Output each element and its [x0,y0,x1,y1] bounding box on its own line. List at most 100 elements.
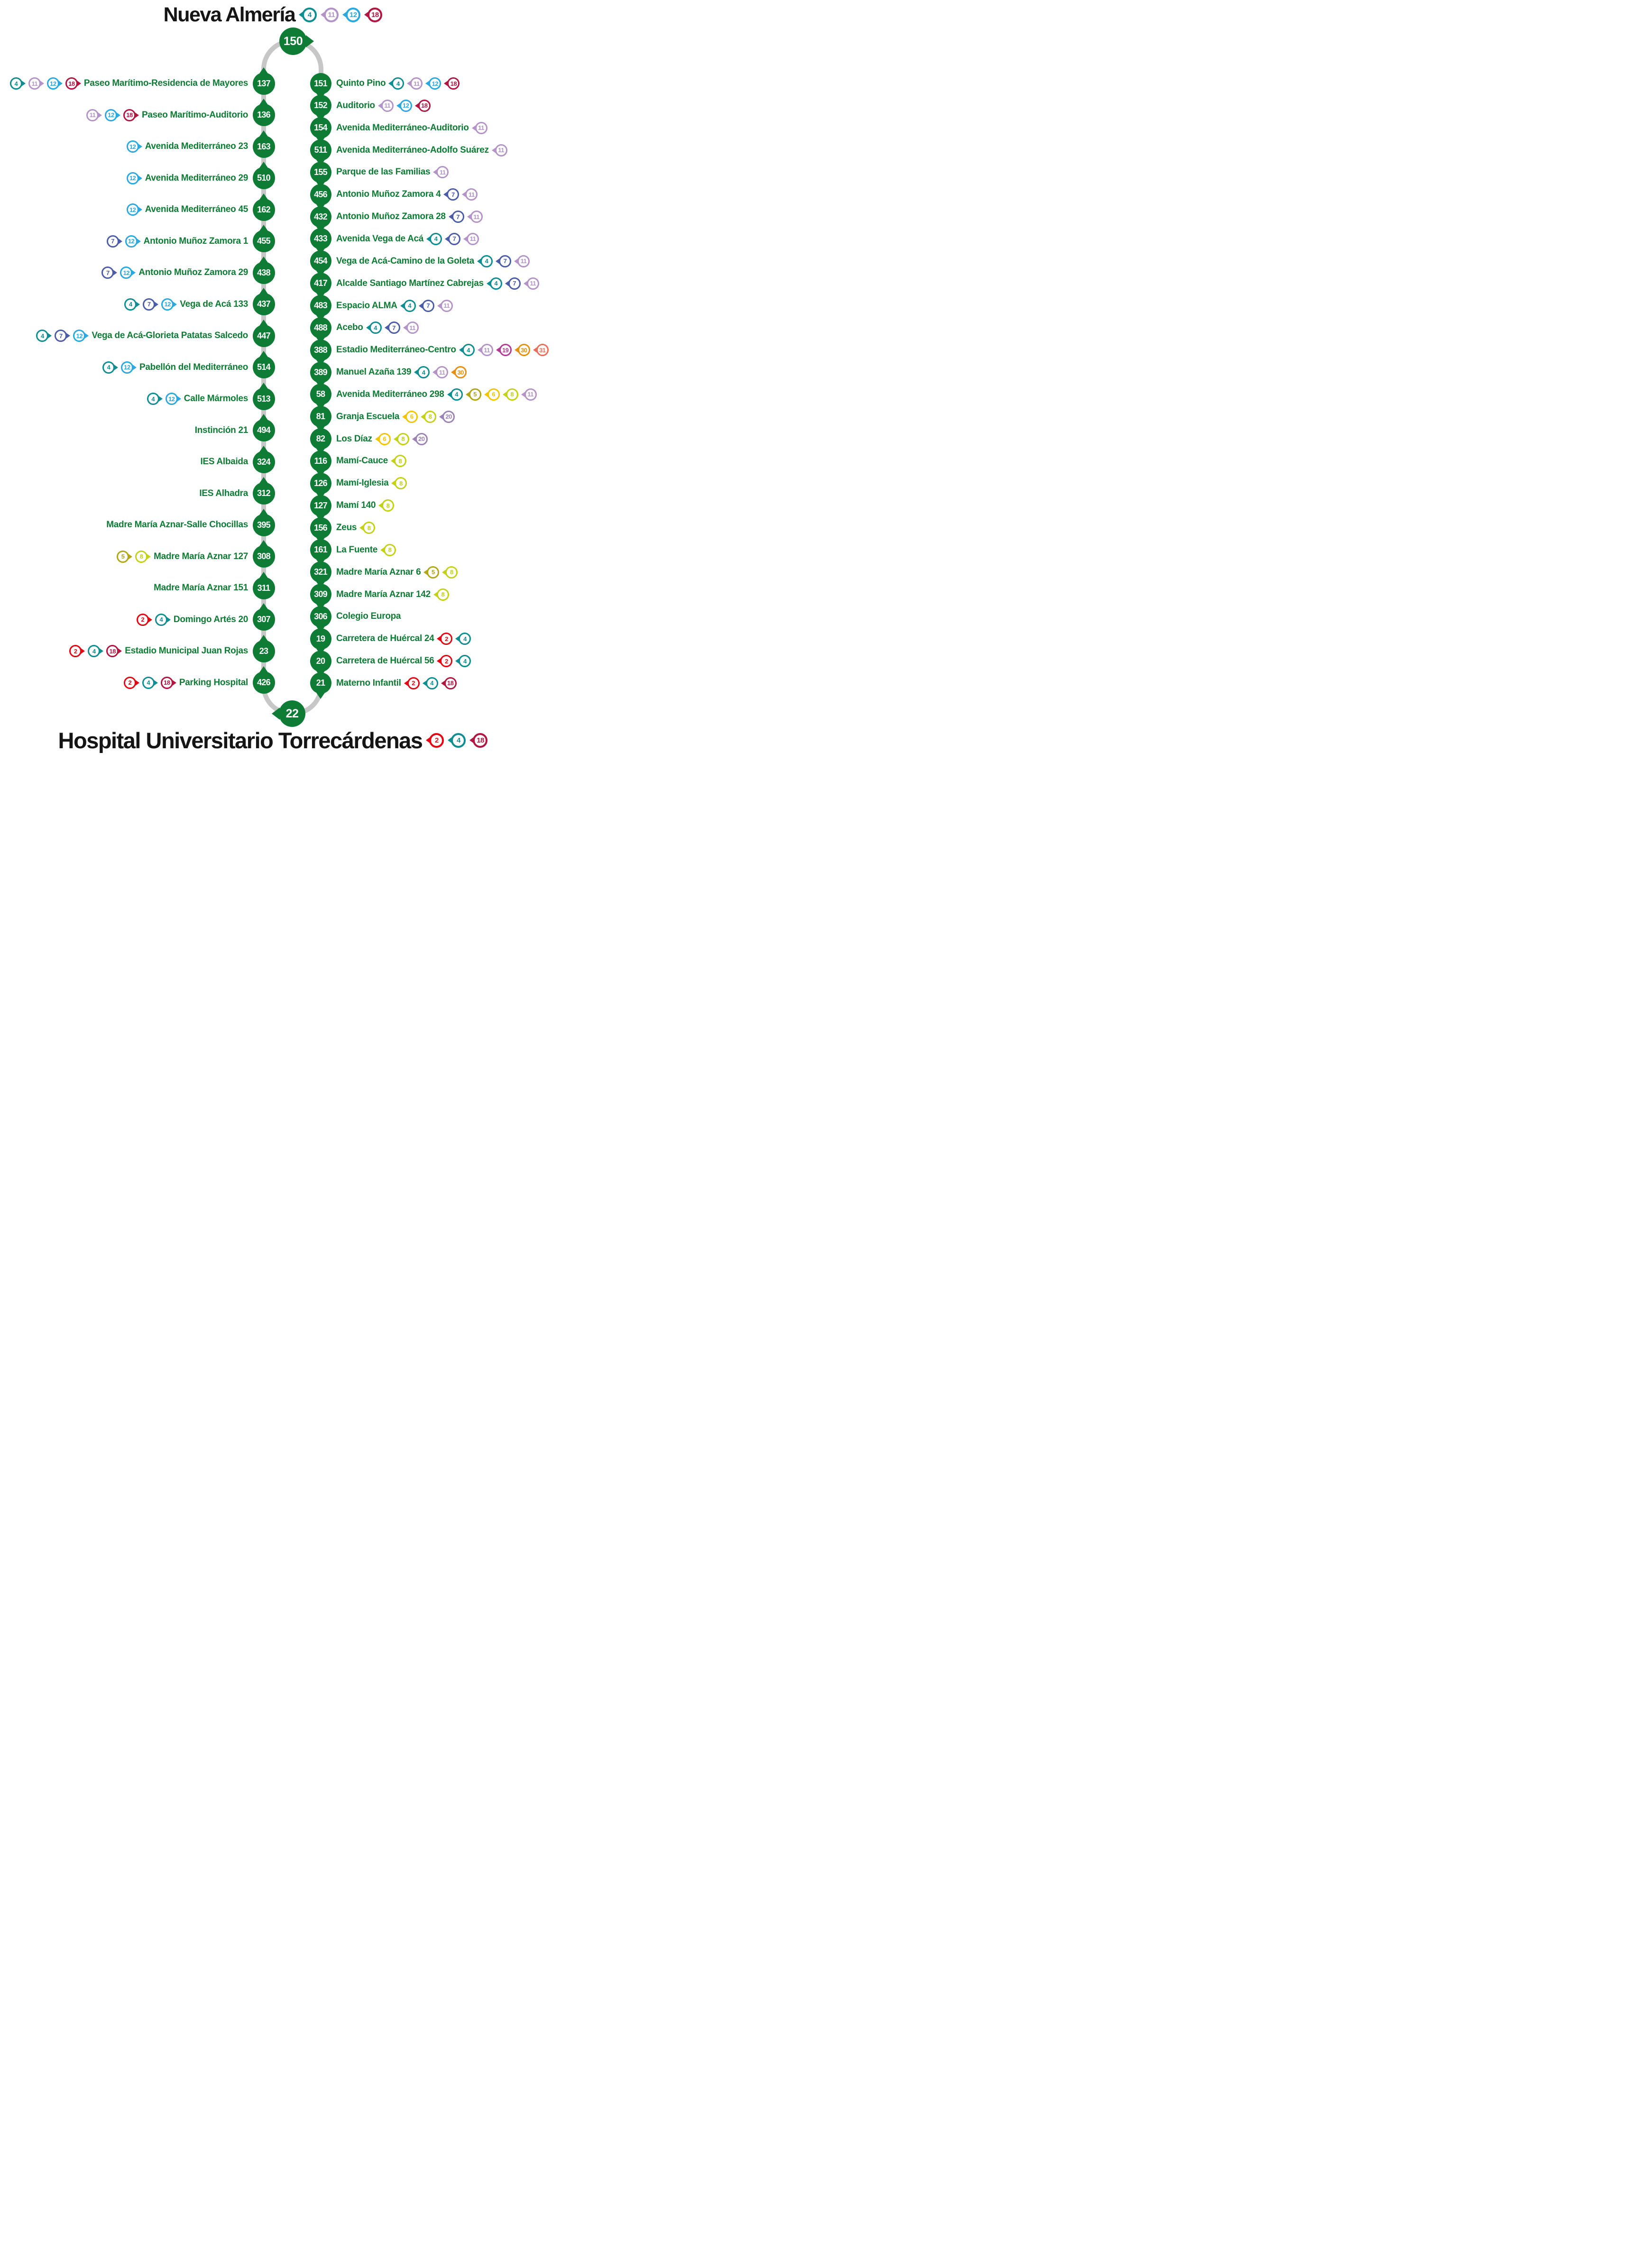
stop-name: Madre María Aznar 6 [336,567,421,577]
stop-marker-455: 455 [252,230,275,252]
line-badge-number: 11 [530,280,536,287]
line-30-badge: 30 [454,366,467,379]
line-5-badge: 5 [117,550,129,563]
line-4-badge: 4 [142,676,155,689]
line-12-badge: 12 [120,266,133,279]
stop-code: 152 [314,101,327,110]
line-badge-number: 8 [401,435,405,443]
line-badge-number: 18 [477,736,484,744]
stop-name: Avenida Mediterráneo-Adolfo Suárez [336,145,489,155]
line-badge-number: 12 [129,143,136,150]
stop-row-163: 12 Avenida Mediterráneo 23 [126,140,248,153]
line-12-badge: 12 [105,109,118,121]
line-badge-number: 2 [445,657,448,665]
line-12-badge: 12 [46,77,59,90]
line-4-badge: 4 [417,366,430,379]
stop-marker-151: 151 [310,73,331,94]
stop-marker-417: 417 [310,273,331,294]
stop-marker-126: 126 [310,472,331,494]
line-badge-number: 5 [121,553,125,560]
stop-row-152: Auditorio 11 12 18 [336,99,431,112]
stop-name: Carretera de Huércal 24 [336,634,434,644]
line-badge-number: 11 [413,80,420,87]
stop-row-456: Antonio Muñoz Zamora 4 7 11 [336,188,478,201]
stop-name: Estadio Mediterráneo-Centro [336,345,456,355]
line-badge-number: 12 [129,206,136,213]
line-6-badge: 6 [405,410,418,423]
line-badge-number: 4 [434,235,438,243]
stop-code: 514 [257,362,270,372]
line-4-badge: 4 [450,388,463,401]
stop-code: 154 [314,123,327,133]
line-badge-number: 8 [367,524,371,532]
line-badge-number: 5 [432,569,435,576]
stop-name: Pabellón del Mediterráneo [139,362,248,372]
stop-row-127: Mamí 140 8 [336,499,395,512]
line-4-badge: 4 [36,330,49,342]
line-4-badge: 4 [430,232,442,245]
stop-row-307: 2 4 Domingo Artés 20 [136,613,248,626]
stop-row-388: Estadio Mediterráneo-Centro 4 11 19 30 31 [336,343,549,357]
line-badge-number: 12 [432,80,439,87]
stop-code: 456 [314,189,327,199]
line-badge-number: 11 [409,324,415,331]
line-badge-number: 8 [388,546,392,554]
top-terminal-header: Nueva Almería 4 11 12 18 [0,1,546,28]
stop-marker-488: 488 [310,317,331,339]
stop-row-306: Colegio Europa [336,610,401,623]
line-badge-number: 19 [502,346,509,354]
line-8-badge: 8 [382,499,395,512]
line-12-badge: 12 [125,235,138,248]
line-2-badge: 2 [123,676,136,689]
stop-row-21: Materno Infantil 2 4 18 [336,677,457,690]
stop-code: 395 [257,520,270,530]
line-badge-number: 18 [450,80,457,87]
line-badge-number: 4 [457,736,460,744]
line-11-badge: 11 [436,366,449,379]
line-badge-number: 20 [445,413,452,421]
line-30-badge: 30 [517,344,530,357]
stop-row-324: IES Albaida [200,455,248,468]
terminal-node-bottom-code: 22 [285,707,299,720]
stop-name: IES Alhadra [199,488,248,498]
line-badge-number: 4 [307,10,312,19]
stop-name: Mamí-Iglesia [336,478,389,488]
stop-row-155: Parque de las Familias 11 [336,165,449,179]
line-4-badge: 4 [392,77,405,90]
line-badge-number: 11 [473,213,479,220]
stop-row-162: 12 Avenida Mediterráneo 45 [126,203,248,216]
line-badge-number: 2 [445,635,448,643]
stop-code: 438 [257,267,270,277]
stop-code: 437 [257,299,270,309]
stop-code: 389 [314,367,327,377]
line-badge-number: 4 [14,80,18,87]
line-18-badge: 18 [444,677,457,689]
stop-marker-306: 306 [310,606,331,627]
stop-row-82: Los Díaz 6 8 20 [336,432,428,446]
stop-row-447: 4 7 12 Vega de Acá-Glorieta Patatas Salcedo [36,329,248,342]
stop-row-455: 7 12 Antonio Muñoz Zamora 1 [106,235,248,248]
line-18-badge: 18 [160,676,173,689]
line-badge-number: 12 [128,238,135,245]
line-badge-number: 4 [374,324,377,331]
stop-row-417: Alcalde Santiago Martínez Cabrejas 4 7 11 [336,277,539,290]
stop-marker-389: 389 [310,361,331,383]
line-4-badge: 4 [403,299,416,312]
line-badge-number: 30 [457,368,464,376]
line-badge-number: 30 [520,346,527,354]
stop-name: Quinto Pino [336,78,386,88]
line-4-badge: 4 [124,298,137,311]
stop-code: 311 [257,583,270,593]
stop-marker-23: 23 [252,640,275,662]
stop-marker-307: 307 [252,608,275,631]
line-5-badge: 5 [427,566,440,578]
stop-name: Estadio Municipal Juan Rojas [125,646,248,656]
stop-row-23: 2 4 18 Estadio Municipal Juan Rojas [69,644,248,658]
stop-name: Madre María Aznar 127 [154,551,248,561]
stop-code: 116 [314,456,327,466]
stop-marker-426: 426 [252,671,275,694]
line-11-badge: 11 [324,7,339,22]
line-badge-number: 4 [147,679,150,686]
stop-marker-388: 388 [310,339,331,361]
line-4-badge: 4 [369,321,382,334]
